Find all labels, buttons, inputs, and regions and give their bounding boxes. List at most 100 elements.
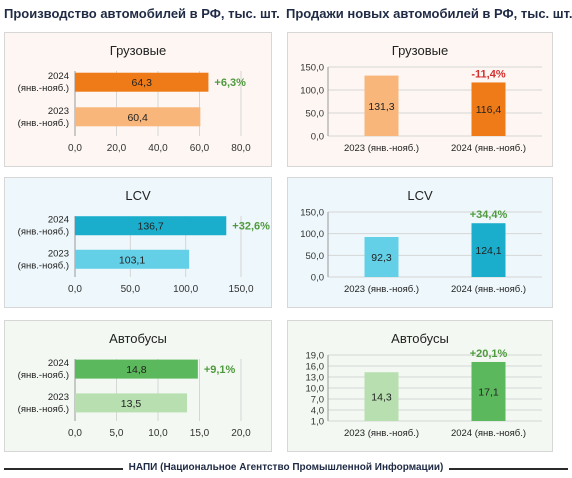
tick-label: 100,0: [173, 284, 198, 295]
category-label: 2023 (янв.-нояб.): [344, 284, 419, 295]
category-label: 2024: [48, 215, 69, 226]
change-annotation: +6,3%: [214, 77, 246, 89]
change-annotation: +20,1%: [470, 348, 508, 360]
bar: [75, 216, 227, 236]
tick-label: 19,0: [306, 351, 325, 362]
category-label: 2024 (янв.-нояб.): [451, 284, 526, 295]
bar: [364, 372, 399, 421]
bar: [471, 82, 506, 136]
data-label: 64,3: [131, 77, 152, 89]
tick-label: 0,0: [68, 428, 82, 439]
bar: [75, 359, 198, 379]
tick-label: 60,0: [190, 143, 210, 154]
sales-buses-panel: Автобусы 1,0 4,0 7,0 10,0 13,0 16,0 19,0 14,3 202…: [287, 320, 553, 452]
tick-label: 0,0: [68, 284, 82, 295]
chart-title: Автобусы: [391, 331, 449, 346]
data-label: 92,3: [371, 252, 392, 264]
category-label: (янв.-нояб.): [18, 227, 69, 238]
chart-title: Грузовые: [110, 43, 166, 58]
tick-label: 80,0: [231, 143, 251, 154]
footer-rule-left: [4, 468, 164, 470]
category-label: 2024: [48, 358, 69, 369]
bar: [75, 393, 188, 413]
data-label: 17,1: [478, 386, 499, 398]
tick-label: 16,0: [306, 362, 325, 373]
bar: [75, 72, 209, 92]
category-label: (янв.-нояб.): [18, 370, 69, 381]
category-label: 2023 (янв.-нояб.): [344, 428, 419, 439]
data-label: 131,3: [368, 101, 394, 113]
data-label: 124,1: [475, 245, 501, 257]
tick-label: 50,0: [306, 251, 325, 262]
tick-label: 4,0: [311, 406, 324, 417]
tick-label: 1,0: [311, 417, 324, 428]
production-trucks-panel: Грузовые 0,0 20,0 40,0 60,0 80,0 64,3 2024 (янв.…: [4, 32, 272, 167]
change-annotation: -11,4%: [471, 68, 505, 80]
tick-label: 100,0: [300, 229, 324, 240]
category-label: (янв.-нояб.): [18, 404, 69, 415]
tick-label: 0,0: [311, 273, 324, 284]
sales-column-title: Продажи новых автомобилей в РФ, тыс. шт.: [286, 6, 572, 21]
tick-label: 20,0: [107, 143, 127, 154]
production-column-title: Производство автомобилей в РФ, тыс. шт.: [4, 6, 280, 21]
chart-title: LCV: [407, 188, 433, 203]
tick-label: 150,0: [228, 284, 253, 295]
category-label: 2023 (янв.-нояб.): [344, 143, 419, 154]
data-label: 13,5: [121, 398, 142, 410]
change-annotation: +9,1%: [204, 364, 236, 376]
sales_trucks-svg: Грузовые 0,0 50,0 100,0 150,0 131,3 2023 (янв.…: [300, 43, 542, 154]
data-label: 14,3: [371, 392, 392, 404]
footer-rule-right: [408, 468, 568, 470]
tick-label: 10,0: [148, 428, 168, 439]
footer-source: НАПИ (Национальное Агентство Промышленно…: [122, 462, 450, 473]
chart-title: Грузовые: [392, 43, 448, 58]
tick-label: 5,0: [110, 428, 124, 439]
tick-label: 10,0: [306, 384, 325, 395]
bar: [75, 249, 190, 269]
tick-label: 0,0: [68, 143, 82, 154]
production-lcv-panel: LCV 0,0 50,0 100,0 150,0 136,7 2024 (янв.-нояб.…: [4, 177, 272, 308]
footer: НАПИ (Национальное Агентство Промышленно…: [0, 458, 572, 478]
bar: [364, 237, 399, 277]
category-label: 2024 (янв.-нояб.): [451, 428, 526, 439]
production-buses-panel: Автобусы 0,0 5,0 10,0 15,0 20,0 14,8 2024 (янв.-…: [4, 320, 272, 452]
category-label: (янв.-нояб.): [18, 260, 69, 271]
bar: [471, 361, 506, 421]
category-label: (янв.-нояб.): [18, 83, 69, 94]
bar: [75, 107, 201, 127]
category-label: 2023: [48, 106, 69, 117]
category-label: (янв.-нояб.): [18, 118, 69, 129]
bar: [364, 75, 399, 136]
tick-label: 50,0: [306, 109, 325, 120]
sales-trucks-panel: Грузовые 0,0 50,0 100,0 150,0 131,3 2023 (янв.…: [287, 32, 553, 167]
data-label: 136,7: [138, 221, 164, 233]
data-label: 116,4: [476, 104, 502, 116]
category-label: 2024 (янв.-нояб.): [451, 143, 526, 154]
category-label: 2024: [48, 71, 69, 82]
tick-label: 100,0: [300, 86, 324, 97]
sales_buses-svg: Автобусы 1,04,07,010,013,016,019,0 14,3 202…: [306, 331, 542, 439]
tick-label: 40,0: [148, 143, 168, 154]
sales_lcv-svg: LCV 0,0 50,0 100,0 150,0 92,3 2023 (янв.-нояб.…: [300, 188, 542, 295]
bar: [471, 223, 506, 277]
chart-title: LCV: [125, 188, 151, 203]
tick-label: 7,0: [311, 395, 324, 406]
category-label: 2023: [48, 248, 69, 259]
change-annotation: +32,6%: [232, 221, 270, 233]
sales-lcv-panel: LCV 0,0 50,0 100,0 150,0 92,3 2023 (янв.-нояб.…: [287, 177, 553, 308]
data-label: 103,1: [119, 254, 145, 266]
category-label: 2023: [48, 392, 69, 403]
tick-label: 15,0: [190, 428, 210, 439]
tick-label: 13,0: [306, 373, 325, 384]
change-annotation: +34,4%: [470, 209, 508, 221]
tick-label: 50,0: [121, 284, 141, 295]
tick-label: 0,0: [311, 132, 324, 143]
data-label: 14,8: [126, 364, 147, 376]
chart-title: Автобусы: [109, 331, 167, 346]
tick-label: 20,0: [231, 428, 251, 439]
data-label: 60,4: [127, 112, 148, 124]
tick-label: 150,0: [300, 208, 324, 219]
